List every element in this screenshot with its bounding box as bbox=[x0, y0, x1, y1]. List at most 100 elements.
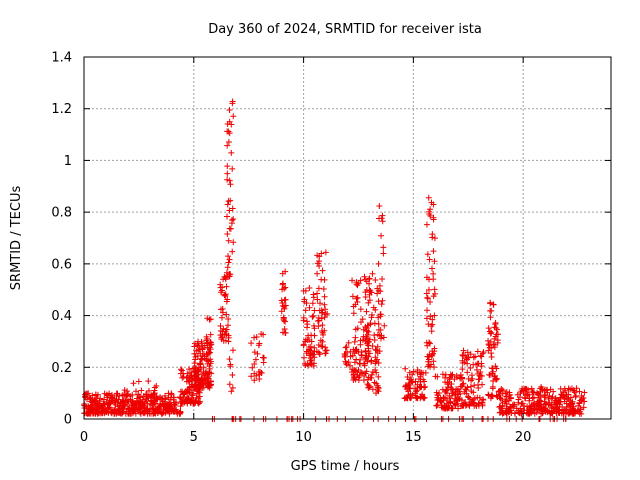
data-point bbox=[281, 297, 288, 304]
data-point bbox=[533, 402, 540, 409]
data-point bbox=[324, 310, 331, 317]
data-point bbox=[130, 399, 137, 406]
data-point bbox=[138, 387, 145, 394]
data-point bbox=[470, 354, 477, 361]
data-point bbox=[105, 400, 112, 407]
data-point bbox=[322, 344, 329, 351]
data-point bbox=[307, 350, 314, 357]
data-point bbox=[478, 360, 485, 367]
data-point bbox=[205, 373, 212, 380]
data-point bbox=[531, 405, 538, 412]
data-point bbox=[350, 310, 357, 317]
data-point bbox=[226, 356, 233, 363]
data-point bbox=[88, 402, 95, 409]
data-point bbox=[553, 397, 560, 404]
data-point bbox=[191, 384, 198, 391]
data-point bbox=[170, 394, 177, 401]
data-point bbox=[255, 369, 262, 376]
data-point bbox=[568, 385, 575, 392]
data-point bbox=[409, 379, 416, 386]
y-tick-label: 0.2 bbox=[51, 361, 72, 376]
data-point bbox=[81, 402, 88, 409]
data-point bbox=[177, 388, 184, 395]
data-point bbox=[230, 113, 237, 120]
data-point bbox=[251, 377, 258, 384]
data-point bbox=[129, 392, 136, 399]
data-point bbox=[191, 360, 198, 367]
y-tick-label: 1 bbox=[64, 154, 72, 169]
data-point bbox=[447, 398, 454, 405]
data-point bbox=[462, 352, 469, 359]
data-point bbox=[488, 350, 495, 357]
data-point bbox=[431, 290, 438, 297]
data-point bbox=[217, 322, 224, 329]
data-point bbox=[368, 375, 375, 382]
data-point bbox=[487, 330, 494, 337]
data-point bbox=[106, 390, 113, 397]
data-point bbox=[199, 370, 206, 377]
data-point bbox=[471, 382, 478, 389]
data-point bbox=[163, 407, 170, 414]
data-point bbox=[361, 273, 368, 280]
data-point bbox=[225, 253, 232, 260]
data-point bbox=[279, 329, 286, 336]
data-point bbox=[151, 387, 158, 394]
data-point bbox=[226, 381, 233, 388]
data-point bbox=[493, 365, 500, 372]
data-point bbox=[464, 369, 471, 376]
data-point bbox=[94, 391, 101, 398]
data-point bbox=[373, 390, 380, 397]
data-point bbox=[219, 287, 226, 294]
data-point bbox=[202, 368, 209, 375]
data-point bbox=[221, 331, 228, 338]
data-point bbox=[342, 360, 349, 367]
y-tick-label: 0.6 bbox=[51, 257, 72, 272]
data-point bbox=[308, 361, 315, 368]
data-point bbox=[424, 295, 431, 302]
data-point bbox=[427, 206, 434, 213]
data-point bbox=[227, 181, 234, 188]
data-point bbox=[309, 313, 316, 320]
data-point bbox=[120, 403, 127, 410]
data-point bbox=[375, 215, 382, 222]
data-point bbox=[431, 348, 438, 355]
data-point bbox=[353, 346, 360, 353]
data-point bbox=[511, 401, 518, 408]
data-point bbox=[363, 308, 370, 315]
data-point bbox=[485, 347, 492, 354]
data-point bbox=[350, 303, 357, 310]
data-point bbox=[117, 410, 124, 417]
data-point bbox=[480, 397, 487, 404]
data-point bbox=[228, 149, 235, 156]
data-point bbox=[567, 394, 574, 401]
data-point bbox=[221, 292, 228, 299]
data-point bbox=[459, 402, 466, 409]
data-point bbox=[248, 340, 255, 347]
data-point bbox=[425, 358, 432, 365]
data-point bbox=[458, 397, 465, 404]
data-point bbox=[576, 399, 583, 406]
data-point bbox=[497, 395, 504, 402]
data-point bbox=[522, 386, 529, 393]
data-point bbox=[451, 376, 458, 383]
data-point bbox=[145, 378, 152, 385]
data-point bbox=[373, 347, 380, 354]
data-point bbox=[365, 374, 372, 381]
data-point bbox=[352, 346, 359, 353]
data-point bbox=[345, 339, 352, 346]
data-point bbox=[571, 389, 578, 396]
data-point bbox=[428, 361, 435, 368]
data-point bbox=[225, 138, 232, 145]
data-point bbox=[560, 410, 567, 417]
data-point bbox=[424, 307, 431, 314]
data-point bbox=[192, 381, 199, 388]
data-point bbox=[429, 231, 436, 238]
data-point bbox=[372, 354, 379, 361]
data-point bbox=[146, 407, 153, 414]
data-point bbox=[502, 398, 509, 405]
data-point bbox=[310, 312, 317, 319]
data-point bbox=[308, 332, 315, 339]
data-point bbox=[359, 316, 366, 323]
data-point bbox=[487, 314, 494, 321]
data-point bbox=[376, 282, 383, 289]
